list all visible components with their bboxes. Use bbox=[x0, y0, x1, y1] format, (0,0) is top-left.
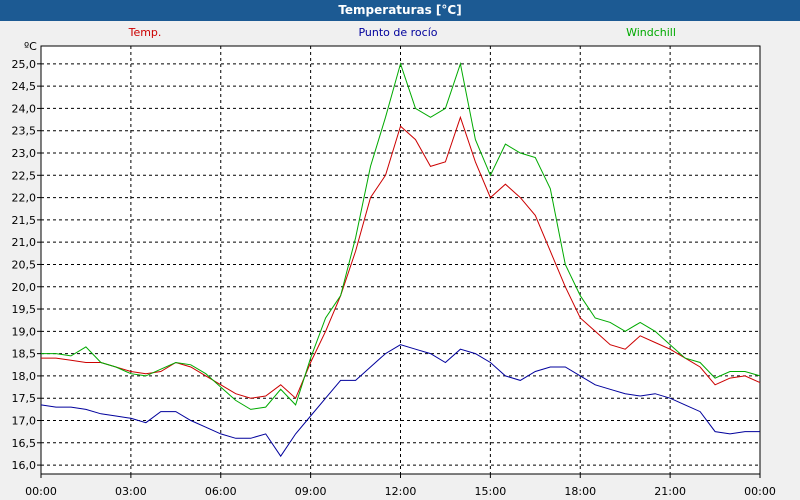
y-tick-label: 23,5 bbox=[12, 125, 37, 138]
plot-area bbox=[40, 45, 761, 475]
legend-temp: Temp. bbox=[128, 26, 162, 39]
x-tick-time: 06:00 bbox=[205, 485, 237, 498]
x-axis: 00:0016/08/2603:0016/08/2606:0016/08/260… bbox=[25, 474, 776, 498]
y-tick-label: 17,5 bbox=[12, 392, 37, 405]
y-tick-label: 25,0 bbox=[12, 58, 37, 71]
y-tick-label: 16,0 bbox=[12, 459, 37, 472]
legend-dew-point: Punto de rocío bbox=[358, 26, 437, 39]
y-tick-label: 22,0 bbox=[12, 192, 37, 205]
y-tick-label: 22,5 bbox=[12, 169, 37, 182]
y-tick-label: 21,5 bbox=[12, 214, 37, 227]
series-line-dew-point bbox=[40, 344, 760, 458]
series-lines bbox=[40, 61, 761, 458]
series-line-temp bbox=[41, 115, 761, 400]
y-tick-label: 16,5 bbox=[12, 437, 37, 450]
x-tick-time: 18:00 bbox=[564, 485, 596, 498]
y-tick-label: 17,0 bbox=[12, 415, 37, 428]
y-tick-label: 18,5 bbox=[12, 348, 37, 361]
y-tick-label: 24,0 bbox=[12, 102, 37, 115]
y-tick-label: 18,0 bbox=[12, 370, 37, 383]
grid bbox=[41, 46, 760, 474]
window-title: Temperaturas [°C] bbox=[0, 0, 800, 21]
x-tick-time: 12:00 bbox=[385, 485, 417, 498]
y-axis: 25,0 24,5 24,0 23,5 23,0 22,5 22,0 21,5 21,0 20,5… bbox=[12, 58, 41, 472]
x-tick-time: 15:00 bbox=[475, 485, 507, 498]
x-tick-time: 00:00 bbox=[25, 485, 57, 498]
x-tick-time: 21:00 bbox=[654, 485, 686, 498]
temperature-chart: 25,0 24,5 24,0 23,5 23,0 22,5 22,0 21,5 21,0 20,5… bbox=[12, 26, 776, 498]
y-tick-label: 21,0 bbox=[12, 236, 37, 249]
x-tick-time: 00:00 bbox=[744, 485, 776, 498]
x-tick-time: 03:00 bbox=[115, 485, 147, 498]
legend-windchill: Windchill bbox=[626, 26, 676, 39]
series-line-windchill bbox=[41, 61, 761, 410]
x-tick-time: 09:00 bbox=[295, 485, 327, 498]
y-axis-unit: ºC bbox=[24, 40, 37, 53]
y-tick-label: 20,5 bbox=[12, 258, 37, 271]
y-tick-label: 20,0 bbox=[12, 281, 37, 294]
y-tick-label: 19,0 bbox=[12, 325, 37, 338]
y-tick-label: 19,5 bbox=[12, 303, 37, 316]
y-tick-label: 24,5 bbox=[12, 80, 37, 93]
y-tick-label: 23,0 bbox=[12, 147, 37, 160]
